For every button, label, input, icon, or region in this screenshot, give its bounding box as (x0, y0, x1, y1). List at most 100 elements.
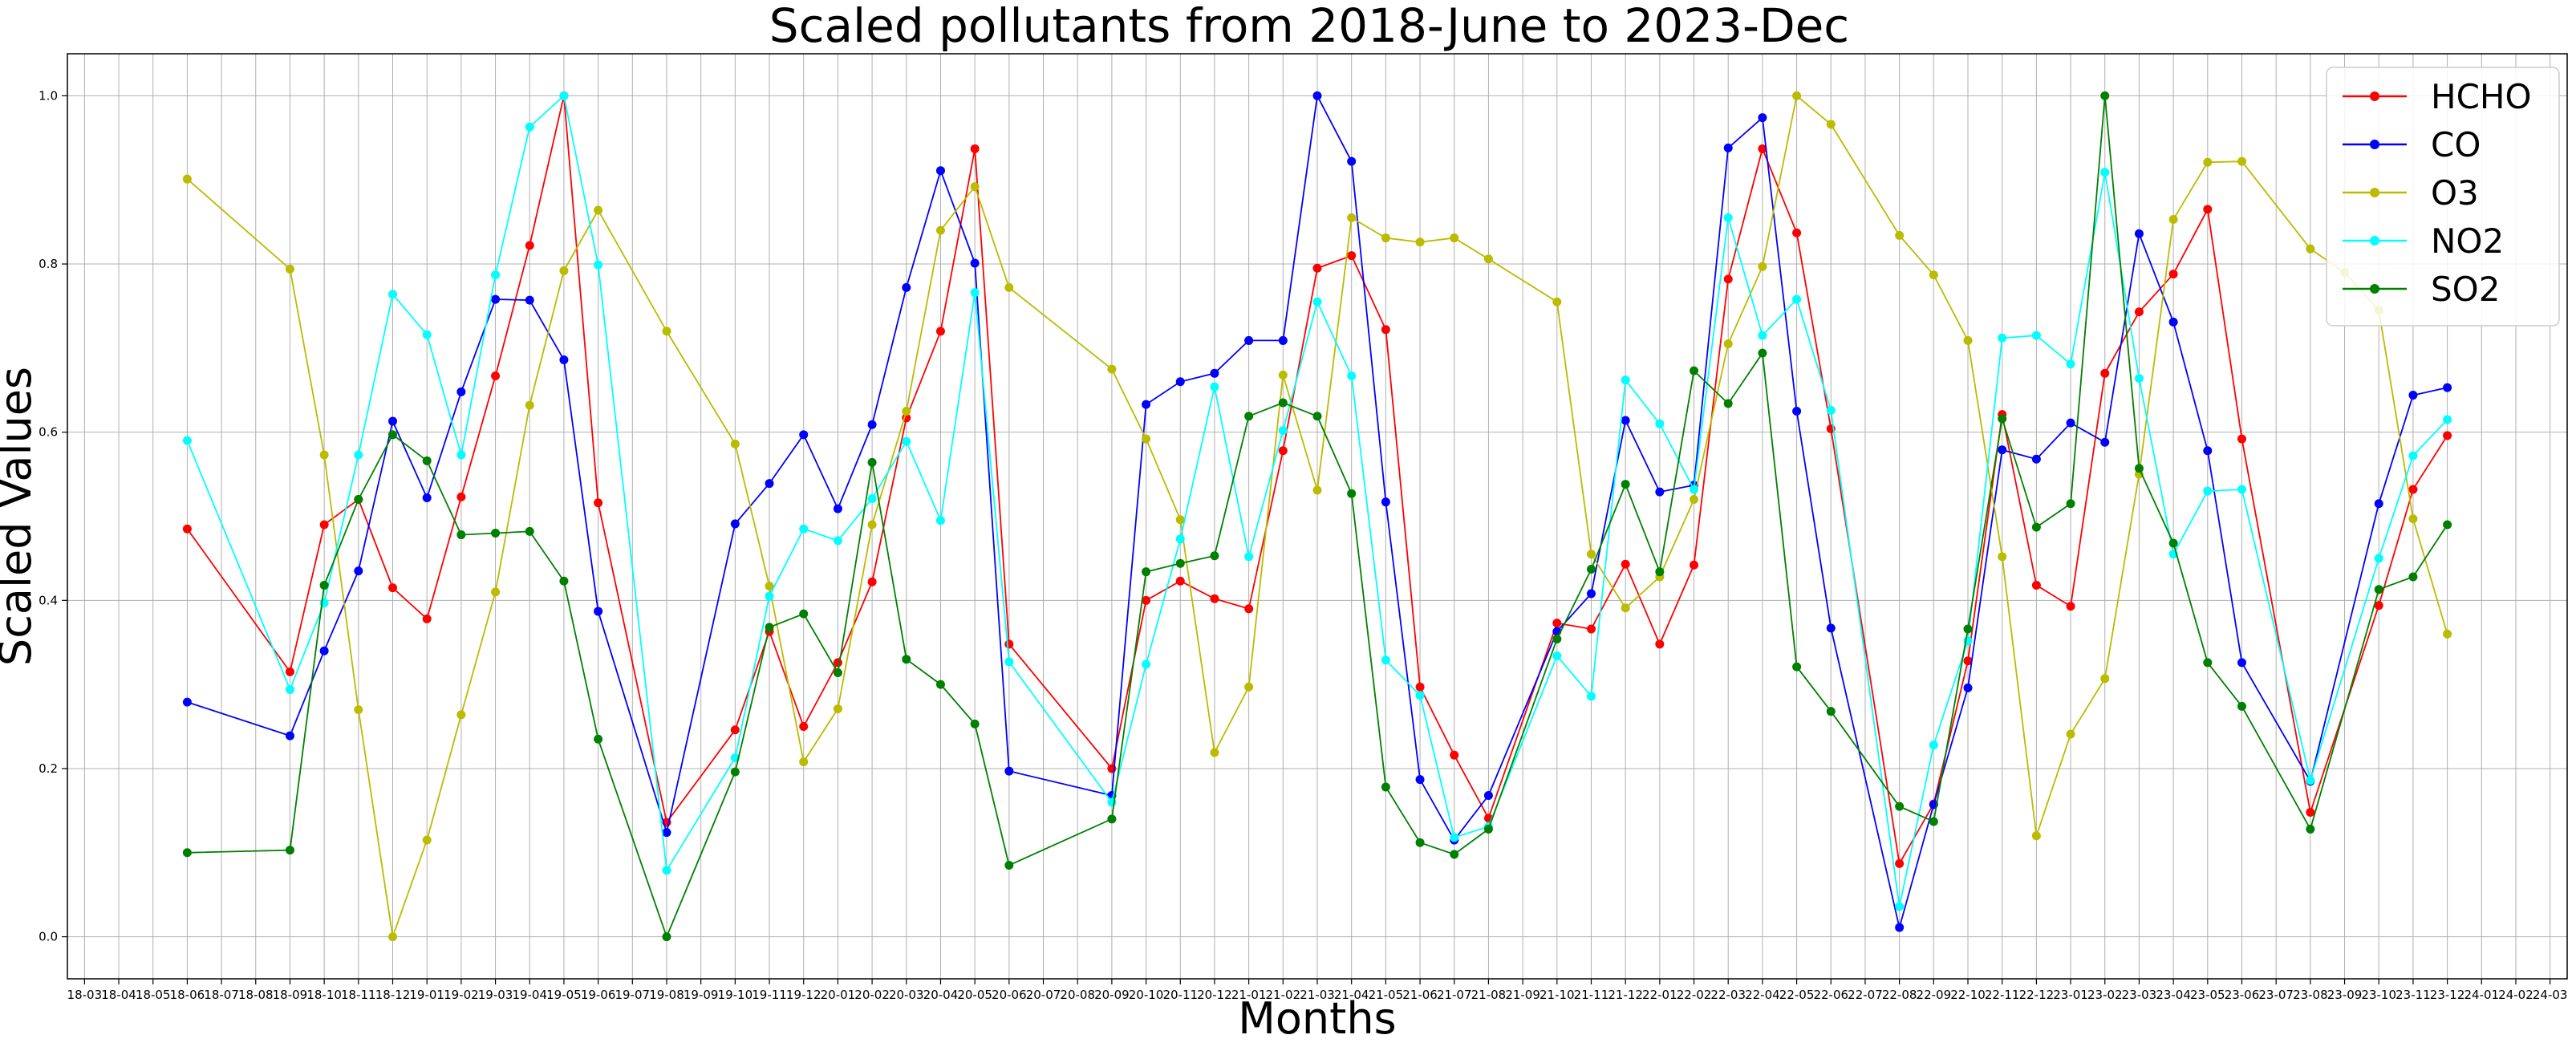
data-point (1723, 274, 1733, 284)
data-point (525, 526, 534, 536)
data-point (1929, 741, 1938, 750)
data-point (765, 623, 774, 632)
x-tick-label: 18-12 (375, 988, 411, 1002)
series-o3 (182, 91, 2452, 942)
y-tick-label: 1.0 (39, 88, 58, 103)
data-point (1415, 237, 1425, 247)
x-tick-label: 18-08 (238, 988, 274, 1002)
data-point (662, 866, 671, 875)
data-point (1826, 120, 1836, 129)
data-point (319, 646, 329, 655)
data-point (1107, 364, 1117, 374)
data-point (1142, 659, 1151, 669)
data-point (2374, 585, 2383, 595)
x-tick-label: 24-02 (2498, 988, 2533, 1002)
x-tick-label: 19-02 (444, 988, 479, 1002)
data-point (2374, 499, 2383, 509)
x-tick-label: 23-08 (2293, 988, 2328, 1002)
data-point (2306, 824, 2315, 834)
data-point (1826, 623, 1836, 633)
data-point (799, 524, 809, 534)
data-point (1415, 838, 1425, 847)
data-point (594, 734, 603, 744)
data-point (730, 519, 740, 529)
data-point (1690, 366, 1699, 375)
data-point (1244, 682, 1254, 692)
data-point (491, 587, 501, 597)
data-point (354, 705, 363, 715)
data-point (1963, 335, 1973, 345)
data-point (1655, 567, 1665, 577)
data-point (285, 684, 294, 694)
x-tick-label: 24-03 (2533, 988, 2568, 1002)
x-tick-label: 23-01 (2053, 988, 2088, 1002)
data-point (799, 430, 809, 440)
data-point (2168, 214, 2178, 224)
data-point (1278, 370, 1288, 379)
x-tick-label: 20-11 (1162, 988, 1198, 1002)
x-tick-label: 23-04 (2156, 988, 2191, 1002)
data-point (1312, 297, 1322, 306)
legend-label: HCHO (2431, 77, 2532, 116)
data-point (1792, 406, 1802, 416)
legend-label: SO2 (2431, 270, 2500, 309)
data-point (285, 264, 294, 274)
data-point (799, 609, 809, 619)
data-point (2443, 431, 2452, 440)
x-tick-label: 23-05 (2190, 988, 2225, 1002)
data-point (1347, 156, 1357, 166)
x-tick-label: 21-07 (1437, 988, 1472, 1002)
x-tick-label: 22-07 (1848, 988, 1883, 1002)
data-point (559, 576, 569, 586)
data-point (1826, 405, 1836, 415)
data-point (1586, 565, 1596, 574)
data-point (1483, 824, 1493, 834)
data-point (2237, 156, 2246, 166)
data-point (2443, 383, 2452, 392)
data-point (1483, 254, 1493, 264)
data-point (388, 932, 398, 942)
data-point (2203, 446, 2213, 456)
legend-box (2326, 67, 2560, 327)
data-point (1963, 624, 1973, 634)
data-point (1381, 497, 1390, 507)
data-point (1963, 656, 1973, 666)
data-point (970, 144, 980, 153)
data-point (1655, 639, 1665, 649)
data-point (765, 479, 774, 489)
x-tick-label: 23-06 (2225, 988, 2260, 1002)
data-point (525, 241, 534, 250)
data-point (833, 704, 842, 714)
data-point (1347, 489, 1357, 498)
x-tick-label: 21-11 (1574, 988, 1609, 1002)
data-point (935, 166, 945, 176)
data-point (867, 577, 877, 586)
data-point (1175, 558, 1185, 568)
x-tick-label: 21-02 (1266, 988, 1301, 1002)
data-point (525, 122, 534, 132)
data-point (1895, 858, 1905, 868)
data-point (594, 205, 603, 215)
data-point (833, 668, 842, 677)
data-point (422, 330, 432, 339)
x-tick-label: 21-05 (1369, 988, 1404, 1002)
x-tick-label: 23-11 (2395, 988, 2431, 1002)
legend: HCHO CO O3 NO2 SO2 (2326, 67, 2560, 327)
data-point (1004, 860, 1014, 870)
data-point (1690, 485, 1699, 494)
data-point (2100, 674, 2110, 684)
data-point (1690, 560, 1699, 570)
data-point (182, 524, 192, 534)
data-point (1312, 485, 1322, 495)
data-point (1792, 228, 1802, 237)
data-point (456, 387, 466, 396)
x-tick-label: 19-06 (581, 988, 616, 1002)
data-point (456, 450, 466, 460)
data-point (2408, 572, 2418, 582)
data-point (1792, 91, 1802, 100)
data-point (1004, 657, 1014, 667)
data-point (2031, 454, 2041, 464)
data-point (1175, 377, 1185, 387)
y-axis-label: Scaled Values (0, 367, 41, 666)
data-point (491, 371, 501, 380)
